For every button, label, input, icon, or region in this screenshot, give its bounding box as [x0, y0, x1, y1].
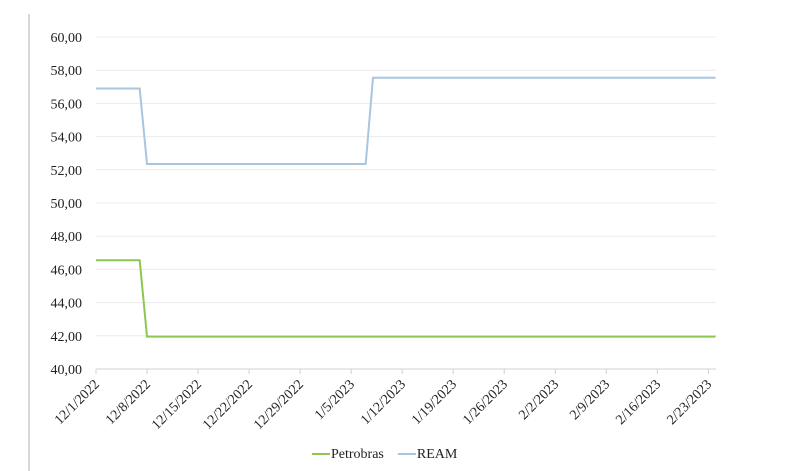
y-tick-label: 48,00: [51, 230, 83, 245]
x-tick-label: 2/2/2023: [516, 377, 562, 423]
legend-label-petrobras: Petrobras: [331, 447, 384, 462]
x-tick-label: 12/29/2022: [251, 377, 307, 433]
x-tick-label: 12/8/2022: [103, 377, 154, 428]
y-tick-label: 54,00: [51, 131, 83, 146]
x-tick-label: 12/22/2022: [200, 377, 256, 433]
series-line-petrobras: [96, 259, 716, 338]
x-tick-label: 1/26/2023: [460, 377, 511, 428]
y-tick-label: 42,00: [51, 330, 83, 345]
y-tick-label: 40,00: [51, 363, 83, 378]
x-tick-label: 1/19/2023: [409, 377, 460, 428]
left-border-line: [28, 14, 30, 471]
y-tick-label: 52,00: [51, 164, 83, 179]
x-tick-label: 1/12/2023: [358, 377, 409, 428]
y-tick-label: 50,00: [51, 197, 83, 212]
series-line-ream: [96, 76, 716, 165]
y-tick-label: 44,00: [51, 297, 83, 312]
y-tick-label: 58,00: [51, 64, 83, 79]
x-tick-label: 12/15/2022: [149, 377, 205, 433]
y-tick-label: 60,00: [51, 31, 83, 46]
x-tick-label: 2/9/2023: [567, 377, 613, 423]
x-tick-label: 12/1/2022: [52, 377, 103, 428]
x-tick-label: 2/16/2023: [613, 377, 664, 428]
legend-label-ream: REAM: [417, 447, 458, 462]
x-tick-label: 1/5/2023: [312, 377, 358, 423]
y-tick-label: 56,00: [51, 97, 83, 112]
y-tick-label: 46,00: [51, 263, 83, 278]
x-tick-label: 2/23/2023: [664, 377, 715, 428]
